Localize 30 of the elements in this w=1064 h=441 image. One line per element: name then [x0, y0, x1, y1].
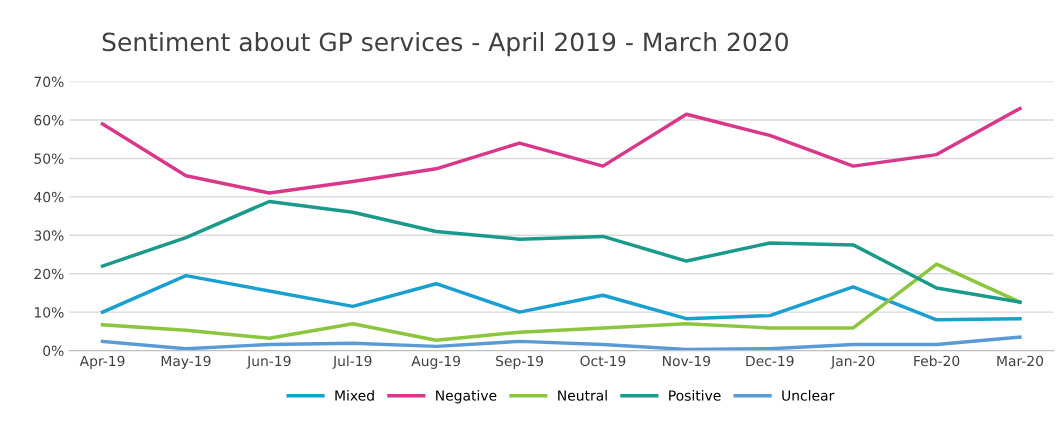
x-tick-label: Apr-19 — [79, 355, 125, 369]
x-tick-label: Sep-19 — [496, 355, 544, 369]
x-tick-label: Nov-19 — [663, 355, 711, 367]
y-tick-label: 20% — [34, 268, 64, 280]
legend-label: Unclear — [782, 390, 835, 401]
x-tick-label: Feb-20 — [914, 355, 960, 367]
legend-label: Mixed — [335, 390, 374, 401]
x-tick-label: Dec-19 — [746, 355, 794, 367]
x-tick-label: Oct-19 — [580, 355, 626, 367]
x-tick-label: Aug-19 — [411, 355, 461, 369]
x-tick-label: Jun-19 — [246, 355, 291, 369]
line-series — [100, 106, 1022, 195]
legend-label: Neutral — [558, 390, 607, 401]
chart-title: Sentiment about GP services - April 2019 - March 2020 — [102, 32, 788, 57]
x-tick-label: May-19 — [161, 355, 211, 369]
line-series — [100, 273, 1022, 322]
legend-label: Negative — [436, 390, 497, 404]
y-tick-label: 50% — [34, 153, 64, 164]
line-series — [100, 199, 1022, 304]
line-series — [100, 335, 1022, 351]
y-tick-label: 30% — [34, 230, 64, 241]
x-tick-label: Jan-20 — [830, 355, 875, 369]
x-tick-label: Jul-19 — [332, 355, 372, 369]
y-tick-label: 60% — [34, 114, 64, 126]
y-tick-label: 0% — [43, 345, 64, 357]
y-tick-label: 40% — [34, 191, 64, 203]
y-tick-label: 70% — [34, 76, 64, 88]
x-tick-label: Mar-20 — [997, 355, 1044, 367]
y-tick-label: 10% — [34, 307, 64, 318]
legend-label: Positive — [669, 390, 721, 401]
